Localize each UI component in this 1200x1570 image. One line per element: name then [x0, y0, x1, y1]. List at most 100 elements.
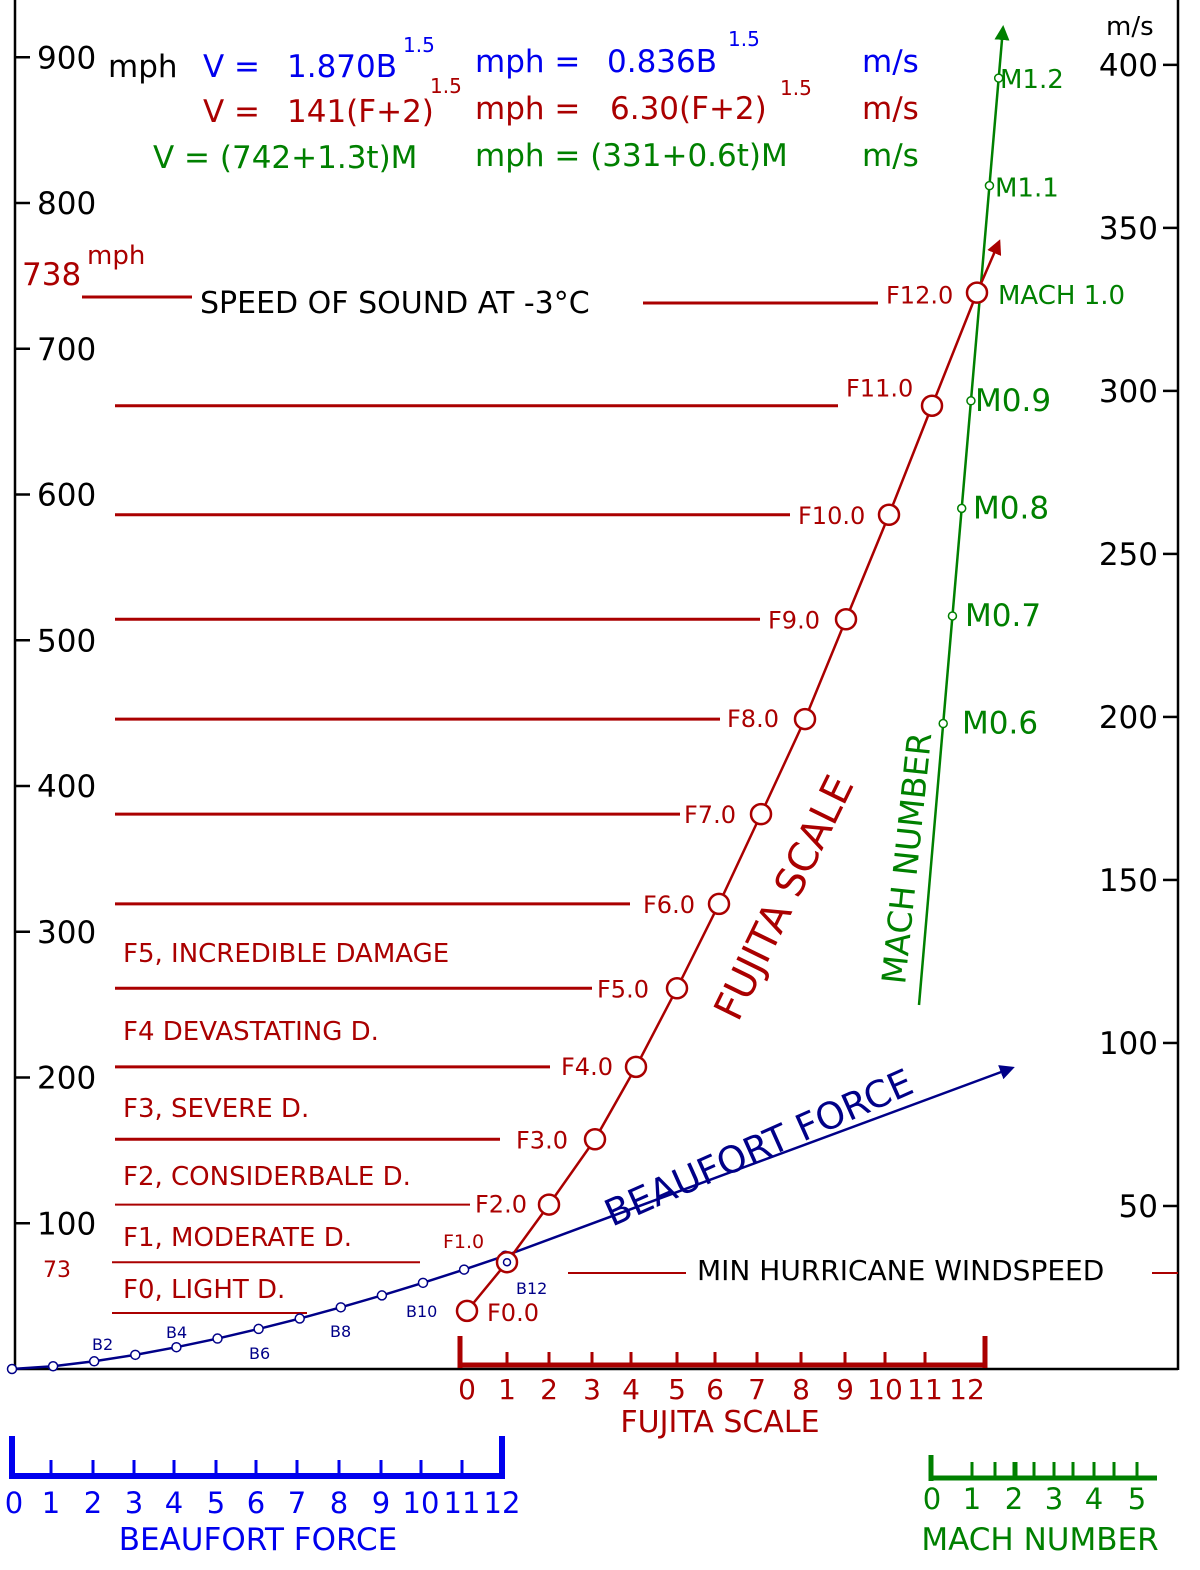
beaufort-point-b2	[88, 1356, 100, 1367]
svg-text:1.5: 1.5	[403, 33, 435, 57]
left-tick-label-300: 300	[37, 915, 96, 951]
fujita-axis-label-8: 8	[792, 1373, 810, 1406]
beaufort-axis-label-2: 2	[84, 1486, 102, 1520]
mach-label-0: M0.6	[962, 706, 1038, 742]
mach-line	[917, 25, 1010, 1006]
fujita-point-f12	[965, 281, 989, 304]
damage-label-f0: F0, LIGHT D.	[123, 1275, 285, 1305]
beaufort-label-b4: B4	[166, 1323, 187, 1342]
hurricane-value: 73	[43, 1258, 71, 1283]
mach-axis-label-1: 1	[963, 1482, 981, 1516]
svg-text:m/s: m/s	[862, 44, 919, 80]
right-tick-label-400: 400	[1099, 48, 1158, 84]
mach-point-M0.8	[956, 503, 967, 514]
fujita-label-f10: F10.0	[798, 502, 865, 530]
svg-text:V =: V =	[203, 49, 260, 85]
beaufort-label-b6: B6	[249, 1344, 270, 1363]
svg-text:1.5: 1.5	[728, 27, 760, 51]
mach-series: M0.6 M0.7 M0.8 M0.9 MACH 1.0 M1.1 M1.2	[917, 25, 1125, 1006]
mach-label-4: MACH 1.0	[998, 281, 1125, 311]
beaufort-axis-label-1: 1	[42, 1486, 60, 1520]
right-axis-ticks: 50 100 150 200 250 300 350 400	[1099, 48, 1178, 1225]
beaufort-scale-axis: 0 1 2 3 4 5 6 7 8 9 10 11 12	[5, 1436, 520, 1520]
fujita-point-f8	[793, 707, 817, 731]
fujita-point-f10	[877, 503, 901, 527]
speed-of-sound-marker: 738 mph SPEED OF SOUND AT -3°C	[22, 241, 878, 321]
damage-label-f2: F2, CONSIDERBALE D.	[123, 1162, 411, 1192]
formula-fujita: V = 141(F+2) 1.5 mph = 6.30(F+2) 1.5 m/s	[203, 74, 919, 130]
right-tick-label-250: 250	[1099, 537, 1158, 573]
mach-axis-label-3: 3	[1045, 1482, 1063, 1516]
fujita-label-f11: F11.0	[846, 375, 913, 403]
fujita-axis-label-12: 12	[949, 1373, 985, 1406]
beaufort-point-b5	[212, 1333, 223, 1344]
mach-label-5: M1.1	[995, 174, 1059, 204]
beaufort-point-b9	[376, 1290, 388, 1301]
beaufort-axis-label-7: 7	[288, 1486, 306, 1520]
fujita-axis-label-5: 5	[668, 1373, 686, 1406]
fujita-label-f4: F4.0	[561, 1053, 613, 1081]
beaufort-point-b6	[253, 1323, 264, 1335]
mach-point-M1.1	[984, 180, 995, 191]
b12-inner-point	[502, 1257, 512, 1267]
svg-text:V =: V =	[203, 94, 260, 130]
beaufort-axis-label-6: 6	[247, 1486, 265, 1520]
fujita-reference-lines	[112, 404, 838, 1314]
beaufort-scale-axis-title: BEAUFORT FORCE	[119, 1522, 398, 1558]
mach-label-6: M1.2	[1000, 65, 1064, 95]
mach-axis-label-4: 4	[1085, 1482, 1103, 1516]
mach-axis-label-5: 5	[1128, 1482, 1146, 1516]
svg-text:6.30(F+2): 6.30(F+2)	[610, 91, 767, 127]
mach-axis-label-0: 0	[923, 1482, 941, 1516]
fujita-label-f0: F0.0	[487, 1299, 539, 1327]
fujita-axis-label-3: 3	[583, 1373, 601, 1406]
beaufort-axis-label-8: 8	[330, 1486, 348, 1520]
hurricane-label: MIN HURRICANE WINDSPEED	[697, 1254, 1104, 1287]
left-tick-label-500: 500	[37, 623, 96, 659]
fujita-axis-label-7: 7	[748, 1373, 766, 1406]
fujita-axis-label-2: 2	[540, 1373, 558, 1406]
left-tick-label-600: 600	[37, 478, 96, 514]
mach-scale-axis-title: MACH NUMBER	[921, 1522, 1158, 1558]
left-tick-label-900: 900	[37, 40, 96, 76]
fujita-label-f12: F12.0	[886, 282, 953, 310]
right-tick-label-150: 150	[1099, 863, 1158, 899]
beaufort-series: B2 B4 B6 B8 B10 B12	[6, 1065, 1015, 1375]
svg-text:m/s: m/s	[862, 138, 919, 174]
fujita-label-f8: F8.0	[727, 705, 779, 733]
fujita-point-f6	[707, 892, 731, 916]
mach-label-2: M0.8	[973, 490, 1049, 526]
fujita-axis-label-11: 11	[907, 1373, 943, 1406]
beaufort-label-b2: B2	[92, 1335, 113, 1354]
svg-text:mph = (331+0.6t)M: mph = (331+0.6t)M	[475, 138, 788, 174]
damage-label-f1: F1, MODERATE D.	[123, 1223, 352, 1253]
beaufort-point-b8	[335, 1302, 347, 1313]
mach-point-M0.7	[947, 611, 958, 621]
formula-beaufort: V = 1.870B 1.5 mph = 0.836B 1.5 m/s	[203, 27, 919, 85]
fujita-point-f3	[583, 1128, 607, 1151]
svg-text:mph =: mph =	[475, 91, 580, 127]
fujita-label-f3: F3.0	[516, 1126, 568, 1154]
right-tick-label-300: 300	[1099, 374, 1158, 410]
fujita-scale-axis-title: FUJITA SCALE	[620, 1405, 819, 1440]
beaufort-axis-label-5: 5	[207, 1486, 225, 1520]
mach-point-M0.9	[966, 396, 976, 406]
fujita-point-f1	[495, 1250, 519, 1274]
fujita-label-f5: F5.0	[597, 975, 649, 1003]
fujita-axis-label-10: 10	[867, 1373, 903, 1406]
fujita-axis-label-9: 9	[836, 1373, 854, 1406]
beaufort-axis-label-3: 3	[125, 1486, 143, 1520]
beaufort-point-b0	[6, 1363, 18, 1375]
beaufort-label-b8: B8	[330, 1322, 351, 1341]
speed-of-sound-label: SPEED OF SOUND AT -3°C	[200, 286, 590, 321]
fujita-label-f9: F9.0	[768, 606, 820, 634]
left-tick-label-200: 200	[37, 1061, 96, 1097]
left-axis-unit: mph	[108, 49, 178, 85]
svg-text:141(F+2): 141(F+2)	[287, 94, 434, 130]
left-tick-label-100: 100	[37, 1206, 96, 1242]
svg-text:0.836B: 0.836B	[607, 44, 717, 80]
svg-text:1.5: 1.5	[780, 76, 812, 100]
right-tick-label-50: 50	[1119, 1189, 1158, 1225]
